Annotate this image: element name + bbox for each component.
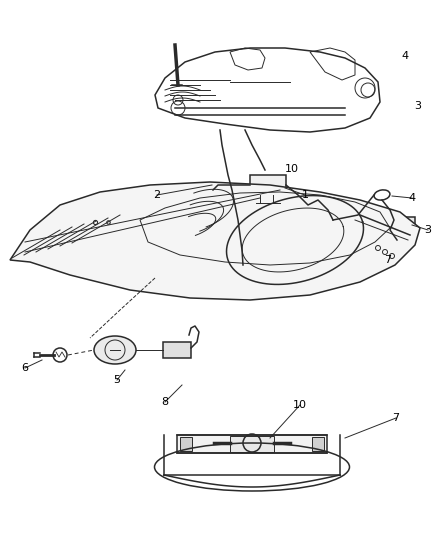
Text: 7: 7 [385,255,392,265]
Text: 4: 4 [409,193,416,203]
Text: 4: 4 [402,51,409,61]
Text: 10: 10 [285,164,299,174]
FancyBboxPatch shape [230,436,274,452]
Text: 7: 7 [392,413,399,423]
FancyBboxPatch shape [385,217,415,235]
FancyBboxPatch shape [177,435,327,453]
Ellipse shape [94,336,136,364]
Text: 6: 6 [21,363,28,373]
FancyBboxPatch shape [312,437,324,451]
FancyBboxPatch shape [163,342,191,358]
Text: 1: 1 [301,190,308,200]
Text: 2: 2 [153,190,161,200]
FancyBboxPatch shape [180,437,192,451]
Text: 3: 3 [414,101,421,111]
Text: 5: 5 [113,375,120,385]
FancyBboxPatch shape [250,175,286,195]
Polygon shape [10,182,420,300]
Text: 8: 8 [162,397,169,407]
Text: 3: 3 [424,225,431,235]
Text: 10: 10 [293,400,307,410]
